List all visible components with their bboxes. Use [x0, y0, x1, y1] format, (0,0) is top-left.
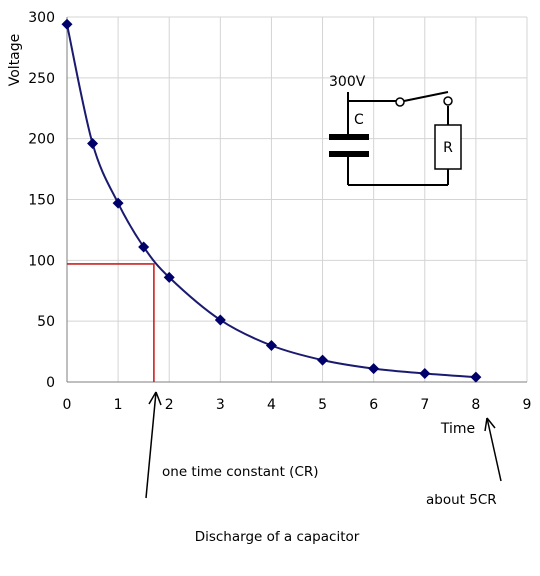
x-tick-label: 9 [523, 397, 532, 413]
data-point [112, 197, 124, 209]
x-tick-label: 6 [369, 397, 378, 413]
y-tick-label: 200 [28, 132, 55, 148]
data-point [368, 363, 380, 375]
circuit-voltage-label: 300V [329, 74, 366, 90]
y-tick-label: 150 [28, 193, 55, 209]
series [61, 18, 482, 383]
grid [67, 16, 528, 382]
data-point [470, 371, 482, 383]
y-tick-label: 0 [46, 375, 55, 391]
axes [66, 17, 527, 383]
x-tick-label: 0 [63, 397, 72, 413]
y-tick-label: 100 [28, 253, 55, 269]
switch-arm [403, 91, 449, 102]
x-tick-label: 8 [471, 397, 480, 413]
data-point [138, 241, 150, 253]
data-point [214, 314, 226, 326]
x-tick-label: 3 [216, 397, 225, 413]
y-tick-label: 50 [37, 314, 55, 330]
tick-labels: 0 1 2 3 4 5 6 7 8 9 0 50 100 150 200 250 300 [28, 10, 531, 413]
x-tick-label: 2 [165, 397, 174, 413]
about-5cr-arrow [484, 417, 502, 482]
capacitor-plate-bottom [329, 151, 369, 157]
x-tick-label: 7 [420, 397, 429, 413]
data-point [61, 18, 73, 30]
x-tick-label: 4 [267, 397, 276, 413]
time-constant-guide-line [67, 263, 155, 382]
switch-contact-right [443, 96, 453, 106]
y-axis-label: Voltage [7, 34, 23, 87]
y-tick-label: 300 [28, 10, 55, 26]
one-time-constant-arrow [145, 391, 162, 499]
time-constant-guide [67, 263, 155, 382]
circuit-diagram [347, 91, 462, 186]
x-tick-label: 5 [318, 397, 327, 413]
resistor-label: R [443, 140, 453, 156]
data-point [265, 340, 277, 351]
data-point [163, 271, 175, 283]
capacitor-plate-top [329, 134, 369, 140]
chart-title: Discharge of a capacitor [195, 529, 360, 545]
data-point [419, 367, 431, 379]
about-5cr-annotation: about 5CR [426, 492, 497, 508]
data-point [317, 354, 329, 366]
switch-contact-left [395, 97, 405, 107]
data-point [87, 138, 99, 150]
capacitor-label: C [354, 112, 364, 128]
series-line [66, 24, 476, 379]
x-axis-label: Time [440, 421, 475, 437]
one-time-constant-annotation: one time constant (CR) [162, 464, 319, 480]
resistor [434, 124, 462, 170]
x-tick-label: 1 [114, 397, 123, 413]
y-tick-label: 250 [28, 71, 55, 87]
